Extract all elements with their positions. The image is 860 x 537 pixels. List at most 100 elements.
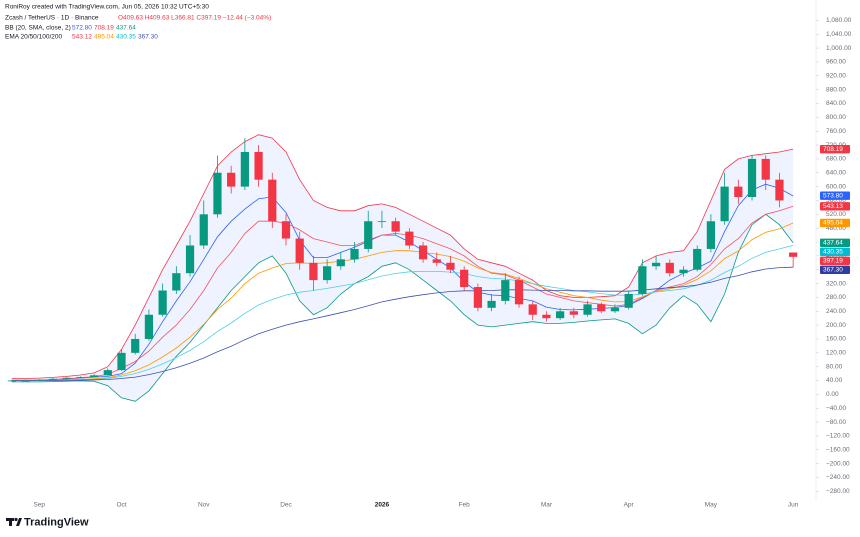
y-tick-label: 1,040.00 bbox=[826, 31, 852, 38]
indicator-name: BB (20, SMA, close, 2) bbox=[5, 25, 71, 32]
candle-body bbox=[624, 293, 633, 308]
indicator-name: EMA 20/50/100/200 bbox=[5, 34, 62, 41]
price-tag-label: 430.35 bbox=[823, 249, 843, 256]
price-tag-label: 397.19 bbox=[823, 258, 843, 265]
candle-body bbox=[7, 380, 16, 382]
y-tick-label: 40.00 bbox=[826, 377, 843, 384]
candle-body bbox=[761, 158, 770, 180]
candle-body bbox=[185, 245, 195, 274]
band-fill bbox=[11, 134, 794, 402]
indicator-line bbox=[11, 205, 794, 381]
candle-body bbox=[706, 221, 716, 249]
price-tag-label: 708.19 bbox=[823, 146, 843, 153]
x-tick-label: Apr bbox=[624, 502, 635, 509]
candle-body bbox=[610, 307, 620, 312]
y-tick-label: 800.00 bbox=[826, 114, 846, 121]
y-tick-label: 600.00 bbox=[826, 183, 846, 190]
candle-body bbox=[651, 262, 661, 267]
indicator-value: 572.80 bbox=[72, 25, 92, 32]
y-tick-label: 640.00 bbox=[826, 169, 846, 176]
y-tick-label: 480.00 bbox=[826, 225, 846, 232]
y-tick-label: 1,080.00 bbox=[826, 17, 852, 24]
candle-body bbox=[103, 370, 112, 376]
indicator-line bbox=[11, 183, 794, 381]
y-tick-label: −120.00 bbox=[826, 433, 850, 440]
candle-body bbox=[720, 186, 729, 222]
price-tag bbox=[820, 202, 850, 211]
candle-body bbox=[309, 262, 318, 281]
price-tag bbox=[820, 144, 850, 154]
candle-body bbox=[487, 300, 496, 308]
candle-body bbox=[391, 221, 400, 232]
candle-body bbox=[734, 186, 743, 197]
candle-body bbox=[158, 290, 167, 315]
y-tick-label: −160.00 bbox=[826, 447, 850, 454]
candle-body bbox=[76, 377, 85, 378]
candle-body bbox=[199, 214, 208, 246]
y-tick-label: 520.00 bbox=[826, 211, 846, 218]
indicator-line bbox=[11, 134, 794, 379]
y-tick-label: −40.00 bbox=[826, 405, 846, 412]
y-tick-label: 560.00 bbox=[826, 197, 846, 204]
y-tick-label: 760.00 bbox=[826, 128, 846, 135]
candle-body bbox=[665, 262, 674, 274]
candle-body bbox=[336, 259, 345, 267]
y-tick-label: −80.00 bbox=[826, 419, 846, 426]
candle-body bbox=[213, 172, 222, 215]
price-tag-label: 543.13 bbox=[823, 203, 843, 210]
price-tag bbox=[820, 191, 850, 200]
y-tick-label: 160.00 bbox=[826, 336, 846, 343]
y-tick-label: 680.00 bbox=[826, 156, 846, 163]
candle-body bbox=[679, 269, 688, 274]
y-tick-label: 280.00 bbox=[826, 294, 846, 301]
y-tick-label: −200.00 bbox=[826, 460, 850, 467]
y-tick-label: 80.00 bbox=[826, 363, 843, 370]
candle-body bbox=[460, 269, 469, 288]
candle-body bbox=[501, 280, 510, 301]
indicator-line bbox=[11, 213, 794, 402]
candle-body bbox=[377, 221, 387, 223]
price-tag bbox=[820, 247, 850, 257]
indicator-value: 708.19 bbox=[94, 25, 114, 32]
indicator-value: 437.64 bbox=[116, 25, 136, 32]
indicator-value: 543.12 bbox=[72, 34, 92, 41]
candle-body bbox=[21, 380, 30, 382]
candle-body bbox=[569, 311, 578, 315]
price-tag bbox=[820, 265, 850, 275]
indicator-value: 495.04 bbox=[94, 34, 114, 41]
price-tag bbox=[820, 256, 850, 266]
price-tag bbox=[820, 218, 850, 228]
candle-body bbox=[446, 262, 455, 270]
y-tick-label: 320.00 bbox=[826, 280, 846, 287]
candle-body bbox=[405, 231, 414, 246]
candle-body bbox=[131, 338, 140, 353]
price-tag bbox=[820, 238, 850, 248]
x-tick-label: Sep bbox=[33, 502, 45, 509]
y-tick-label: −280.00 bbox=[826, 488, 850, 495]
y-tick-label: 120.00 bbox=[826, 350, 846, 357]
y-tick-label: 1,000.00 bbox=[826, 45, 852, 52]
logo bbox=[6, 517, 22, 526]
y-tick-label: 840.00 bbox=[826, 100, 846, 107]
candle-body bbox=[418, 245, 428, 260]
candle-body bbox=[597, 304, 606, 312]
x-tick-label: Jun bbox=[788, 502, 799, 509]
y-tick-label: 400.00 bbox=[826, 253, 846, 260]
ohlc: O409.63 H409.63 L366.81 C397.19 −12.44 (… bbox=[118, 15, 271, 22]
x-tick-label: Dec bbox=[280, 502, 292, 509]
candle-body bbox=[775, 179, 784, 201]
candle-body bbox=[789, 252, 798, 257]
x-tick-label: May bbox=[705, 502, 718, 509]
candle-body bbox=[528, 304, 537, 315]
x-tick-label: Nov bbox=[198, 502, 210, 509]
y-tick-label: 240.00 bbox=[826, 308, 846, 315]
y-tick-label: 0.00 bbox=[826, 391, 839, 398]
candle-body bbox=[227, 172, 236, 187]
candle-body bbox=[268, 179, 277, 222]
candle-body bbox=[89, 375, 99, 378]
indicator-value: 430.35 bbox=[116, 34, 136, 41]
candle-body bbox=[364, 221, 373, 249]
candle-body bbox=[638, 266, 647, 294]
candle-body bbox=[35, 379, 44, 381]
